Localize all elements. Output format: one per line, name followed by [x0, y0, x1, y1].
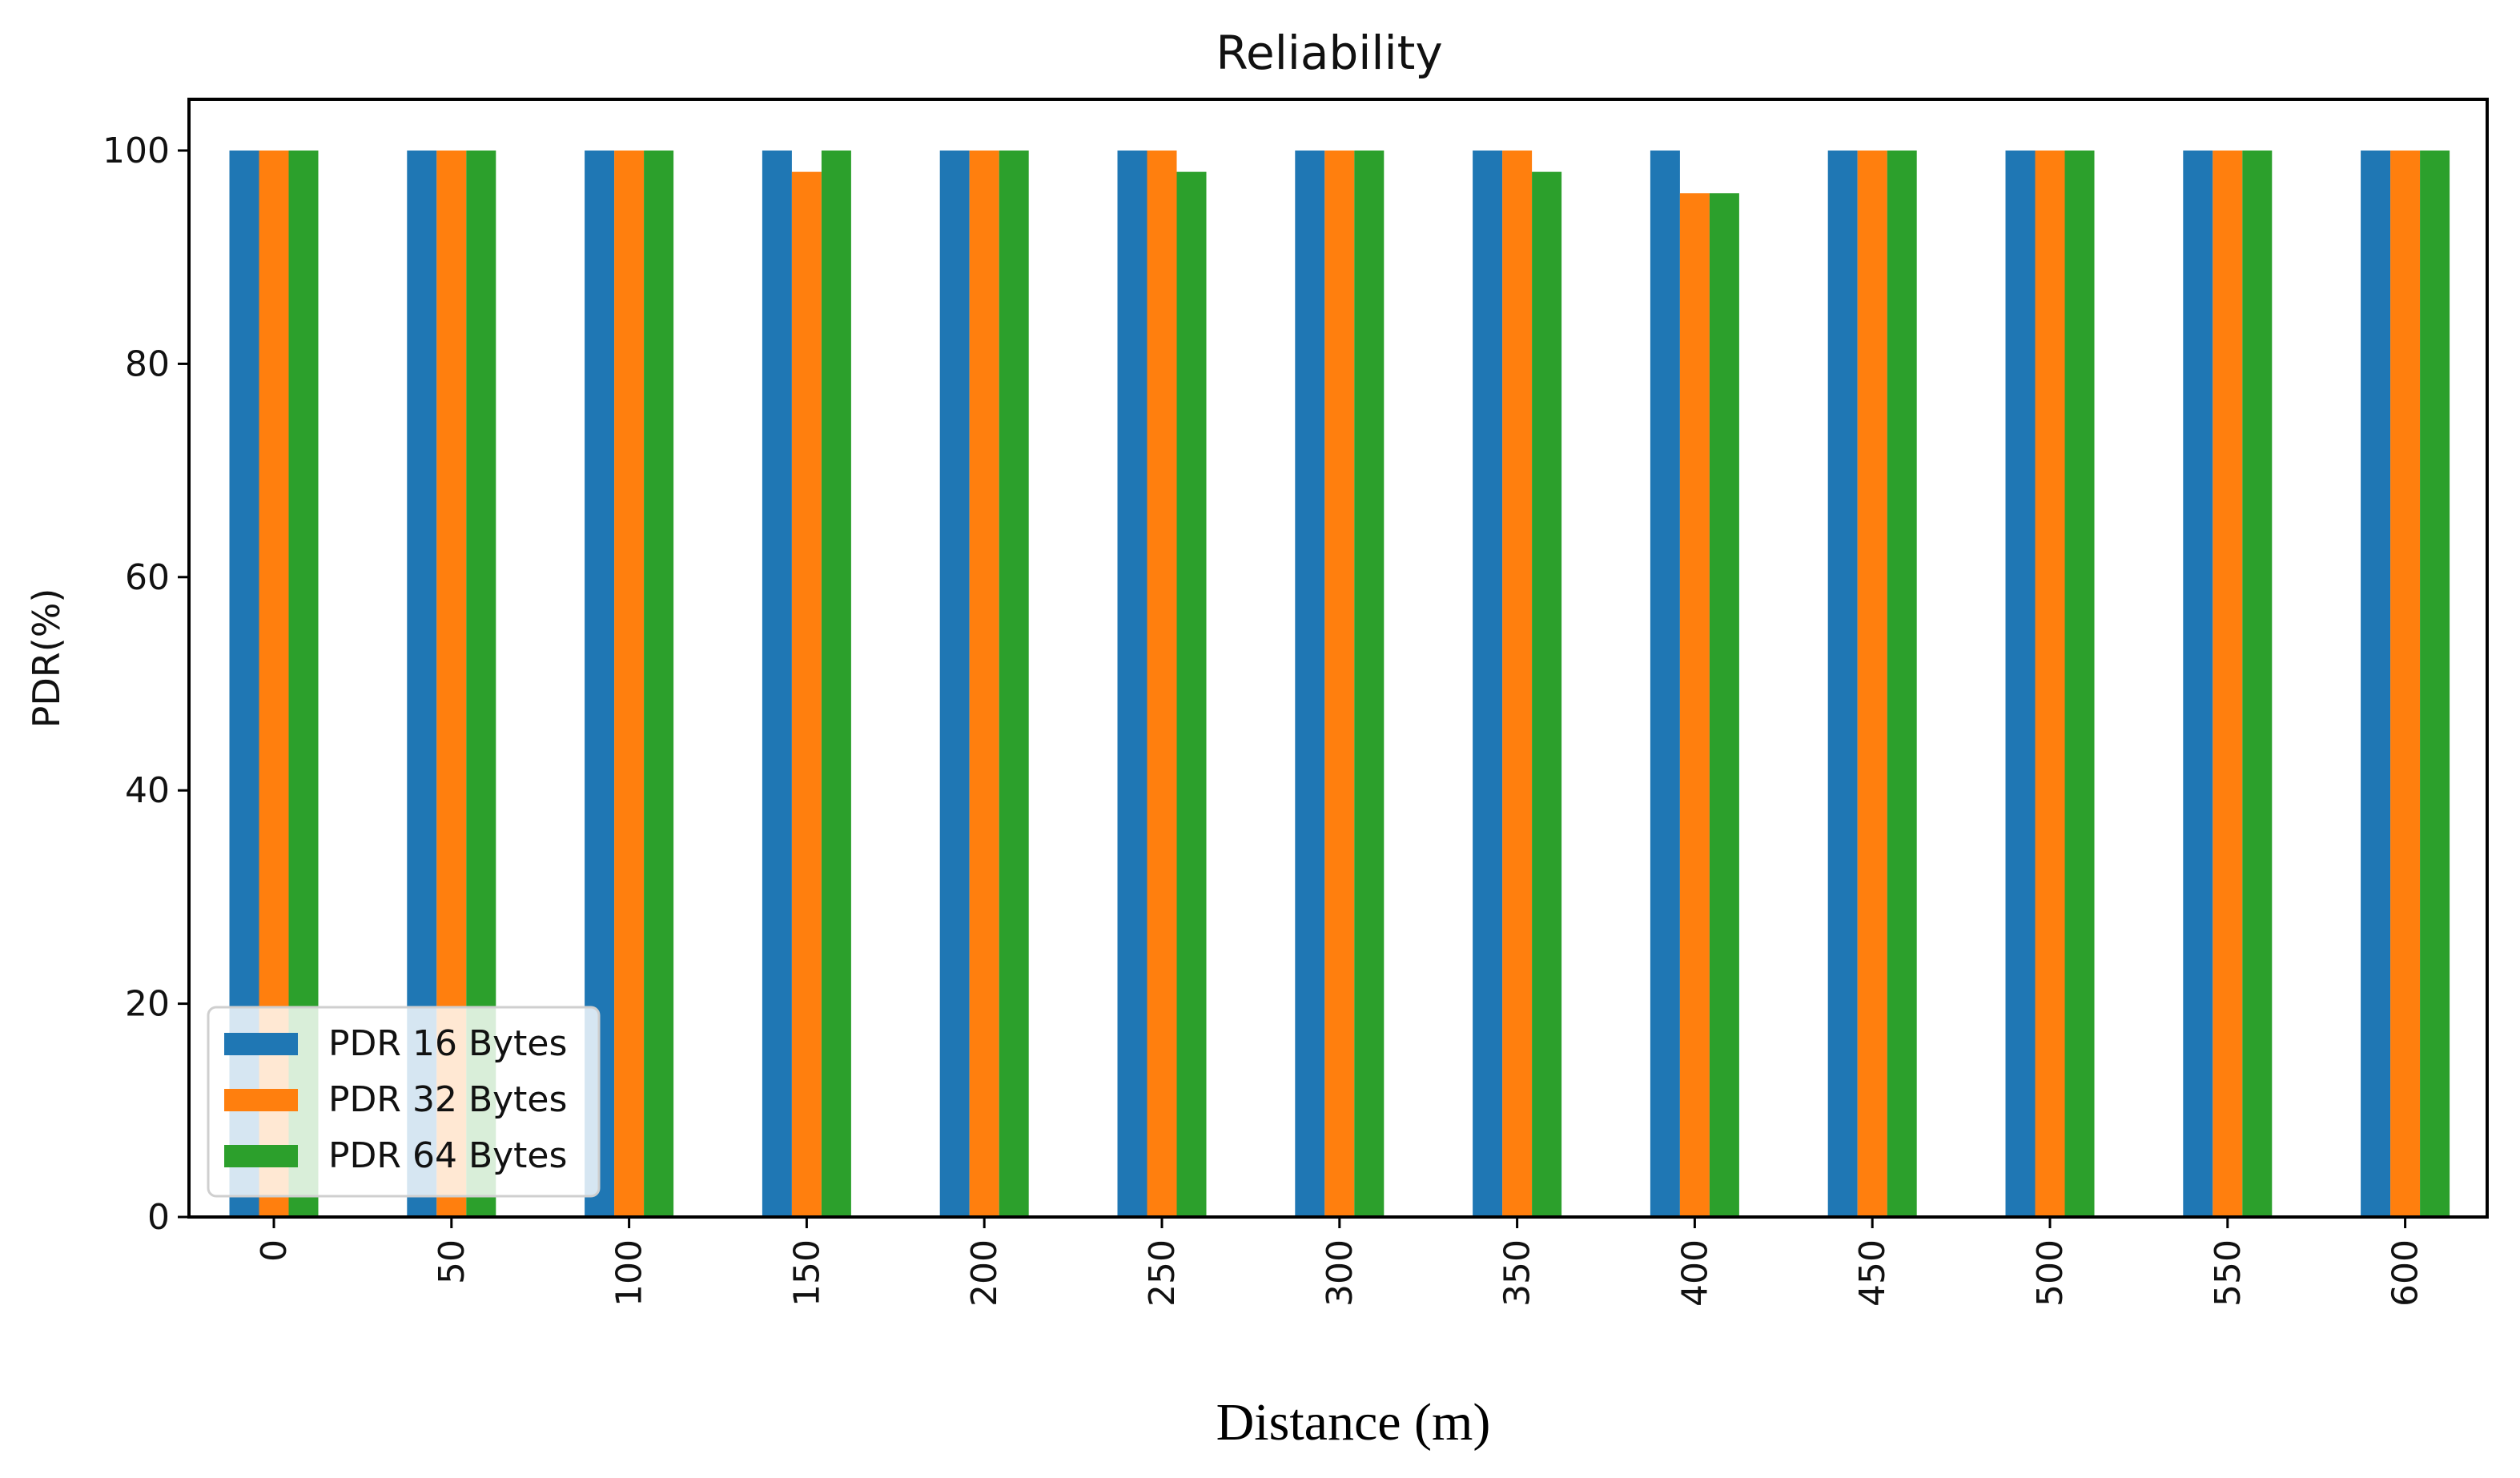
- y-tick-label-0: 0: [147, 1197, 170, 1238]
- bar-350-series-1: [1473, 151, 1503, 1217]
- chart-title: Reliability: [1216, 26, 1442, 80]
- bars-layer: [229, 151, 2450, 1217]
- bar-450-series-3: [1887, 151, 1917, 1217]
- x-tick-label-400: 400: [1674, 1239, 1715, 1307]
- bar-600-series-2: [2390, 151, 2421, 1217]
- bar-150-series-2: [791, 171, 822, 1217]
- bar-550-series-1: [2183, 151, 2213, 1217]
- bar-350-series-2: [1502, 151, 1533, 1217]
- x-tick-label-150: 150: [786, 1239, 827, 1307]
- bar-250-series-3: [1176, 171, 1207, 1217]
- legend: PDR 16 Bytes PDR 32 Bytes PDR 64 Bytes: [207, 1006, 601, 1198]
- x-axis-label: Distance (m): [1216, 1393, 1491, 1452]
- x-tick-label-500: 500: [2030, 1239, 2071, 1307]
- x-tick-label-50: 50: [432, 1239, 472, 1284]
- bar-400-series-1: [1650, 151, 1680, 1217]
- bar-600-series-3: [2420, 151, 2450, 1217]
- bar-500-series-3: [2064, 151, 2095, 1217]
- bar-200-series-1: [939, 151, 970, 1217]
- bar-550-series-2: [2213, 151, 2243, 1217]
- bar-350-series-3: [1532, 171, 1562, 1217]
- x-tick-label-200: 200: [964, 1239, 1005, 1307]
- bar-400-series-2: [1679, 193, 1710, 1217]
- bar-150-series-3: [821, 151, 851, 1217]
- legend-label-2: PDR 32 Bytes: [328, 1079, 567, 1120]
- bar-250-series-2: [1147, 151, 1177, 1217]
- y-tick-label-100: 100: [102, 131, 170, 171]
- plot-frame: [187, 98, 2489, 1219]
- x-tick-label-350: 350: [1497, 1239, 1538, 1307]
- y-tick-label-60: 60: [125, 557, 170, 598]
- legend-swatch-2: [224, 1089, 298, 1111]
- x-tick-label-0: 0: [254, 1239, 295, 1262]
- y-tick-label-20: 20: [125, 984, 170, 1025]
- bar-450-series-2: [1857, 151, 1887, 1217]
- bar-200-series-3: [999, 151, 1029, 1217]
- bar-100-series-3: [644, 151, 674, 1217]
- bar-100-series-2: [614, 151, 645, 1217]
- bar-600-series-1: [2361, 151, 2391, 1217]
- x-tick-label-600: 600: [2385, 1239, 2426, 1307]
- bar-500-series-1: [2005, 151, 2036, 1217]
- bar-300-series-1: [1295, 151, 1325, 1217]
- legend-swatch-1: [224, 1033, 298, 1055]
- bar-450-series-1: [1827, 151, 1858, 1217]
- y-tick-label-80: 80: [125, 343, 170, 384]
- y-tick-label-40: 40: [125, 770, 170, 811]
- x-tick-label-250: 250: [1142, 1239, 1183, 1307]
- x-axis: 0 50 100 150 200 250 300 350 400 450 500 550 600: [254, 1217, 2426, 1307]
- legend-swatch-3: [224, 1145, 298, 1167]
- legend-frame: [207, 1006, 601, 1198]
- legend-label-1: PDR 16 Bytes: [328, 1023, 567, 1064]
- bar-500-series-2: [2035, 151, 2065, 1217]
- bar-550-series-3: [2242, 151, 2273, 1217]
- y-axis: 0 20 40 60 80 100: [102, 131, 189, 1238]
- x-tick-label-100: 100: [609, 1239, 650, 1307]
- bar-200-series-2: [969, 151, 999, 1217]
- legend-label-3: PDR 64 Bytes: [328, 1135, 567, 1176]
- bar-250-series-1: [1117, 151, 1147, 1217]
- bar-400-series-3: [1709, 193, 1739, 1217]
- x-tick-label-450: 450: [1852, 1239, 1893, 1307]
- bar-150-series-1: [762, 151, 792, 1217]
- bar-300-series-3: [1354, 151, 1385, 1217]
- x-tick-label-300: 300: [1320, 1239, 1360, 1307]
- x-tick-label-550: 550: [2208, 1239, 2249, 1307]
- y-axis-label: PDR(%): [25, 588, 68, 729]
- bar-300-series-2: [1324, 151, 1355, 1217]
